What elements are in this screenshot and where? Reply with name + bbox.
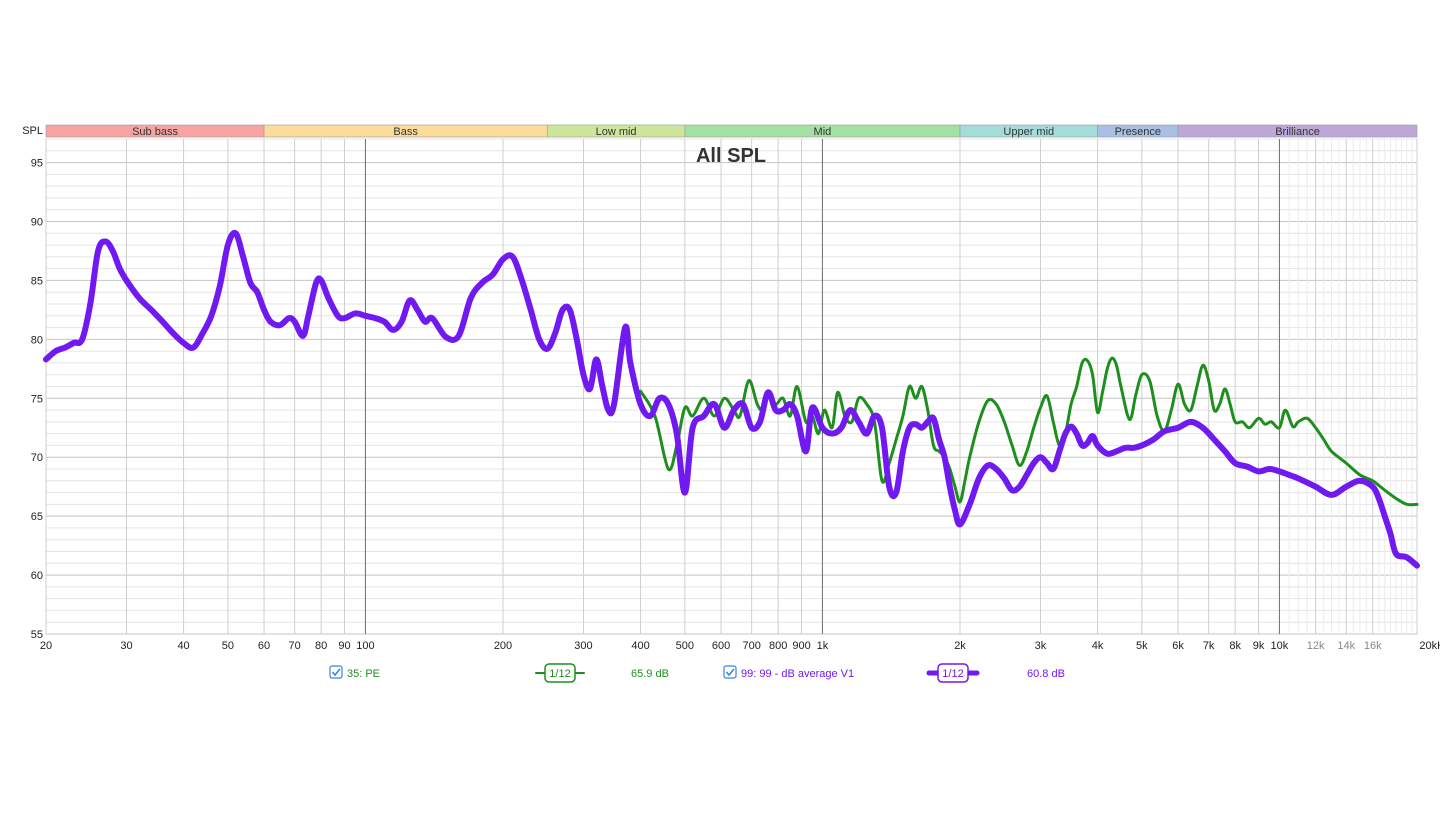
y-tick-label: 90: [31, 217, 43, 229]
x-tick-label: 400: [631, 640, 649, 652]
x-tick-label: 12k: [1307, 640, 1325, 652]
x-tick-label: 2k: [954, 640, 966, 652]
legend-series-name: 35: PE: [347, 668, 380, 680]
checkbox-box: [723, 665, 737, 679]
x-tick-label: 900: [792, 640, 810, 652]
band-brilliance: [1177, 124, 1418, 138]
x-tick-label: 14k: [1337, 640, 1355, 652]
y-axis-label: SPL: [22, 125, 43, 137]
x-tick-label: 3k: [1035, 640, 1047, 652]
y-tick-label: 70: [31, 452, 43, 464]
y-tick-label: 55: [31, 629, 43, 641]
legend-value-label: 60.8 dB: [1027, 668, 1065, 680]
y-tick-label: 60: [31, 570, 43, 582]
x-tick-label: 90: [338, 640, 350, 652]
x-tick-label: 60: [258, 640, 270, 652]
legend-line-swatch: 1/12: [926, 663, 980, 683]
y-tick-label: 75: [31, 393, 43, 405]
band-label: Presence: [1115, 126, 1161, 138]
grid: [45, 138, 1418, 635]
legend: 35: PE 1/12 65.9 dB 99: 99 - dB average V1 1…: [329, 663, 1065, 683]
y-tick-label: 85: [31, 275, 43, 287]
x-tick-label: 7k: [1203, 640, 1215, 652]
chart-title: All SPL: [696, 145, 766, 167]
x-tick-label: 4k: [1092, 640, 1104, 652]
axes: 55 60 65 70 75 80 85 90 95 20 30 40 50 60 70 80 90 100 200…: [31, 158, 1440, 652]
legend-line-swatch: 1/12: [535, 663, 585, 683]
x-tick-label: 9k: [1253, 640, 1265, 652]
checkbox-box: [329, 665, 343, 679]
chart-text: All SPL SPL: [22, 125, 766, 167]
y-tick-label: 95: [31, 158, 43, 170]
x-tick-label: 16k: [1364, 640, 1382, 652]
x-tick-label: 20kHz: [1419, 640, 1440, 652]
smoothing-box: [544, 663, 576, 683]
y-tick-label: 65: [31, 511, 43, 523]
x-tick-label: 1k: [817, 640, 829, 652]
band-label: Low mid: [596, 126, 637, 138]
x-tick-label: 100: [356, 640, 374, 652]
smoothing-label: 1/12: [942, 668, 963, 680]
x-tick-label: 80: [315, 640, 327, 652]
check-mark-icon: [725, 668, 735, 677]
x-tick-label: 200: [494, 640, 512, 652]
smoothing-box: [937, 663, 969, 683]
frequency-bands: Sub bass Bass Low mid Mid Upper mid Presence B…: [45, 124, 1418, 138]
x-tick-label: 300: [574, 640, 592, 652]
band-label: Upper mid: [1003, 126, 1054, 138]
x-tick-label: 70: [289, 640, 301, 652]
band-label: Bass: [393, 126, 418, 138]
band-label: Brilliance: [1275, 126, 1320, 138]
series-line-2: [43, 229, 1420, 569]
band-label: Sub bass: [132, 126, 178, 138]
x-tick-label: 600: [712, 640, 730, 652]
x-tick-label: 6k: [1172, 640, 1184, 652]
legend-checkbox[interactable]: [723, 665, 737, 679]
x-tick-label: 30: [120, 640, 132, 652]
x-tick-label: 50: [222, 640, 234, 652]
x-tick-label: 8k: [1229, 640, 1241, 652]
x-tick-label: 700: [742, 640, 760, 652]
y-tick-label: 80: [31, 334, 43, 346]
x-tick-label: 10k: [1271, 640, 1289, 652]
smoothing-label: 1/12: [549, 668, 570, 680]
band-label: Mid: [814, 126, 832, 138]
legend-series-name: 99: 99 - dB average V1: [741, 668, 854, 680]
series-lines: [43, 229, 1420, 569]
series-line-1: [639, 356, 1419, 507]
x-tick-label: 40: [177, 640, 189, 652]
legend-checkbox[interactable]: [329, 665, 343, 679]
x-tick-label: 5k: [1136, 640, 1148, 652]
x-tick-label: 800: [769, 640, 787, 652]
legend-value-label: 65.9 dB: [631, 668, 669, 680]
check-mark-icon: [331, 668, 341, 677]
x-tick-label: 20: [40, 640, 52, 652]
x-tick-label: 500: [676, 640, 694, 652]
